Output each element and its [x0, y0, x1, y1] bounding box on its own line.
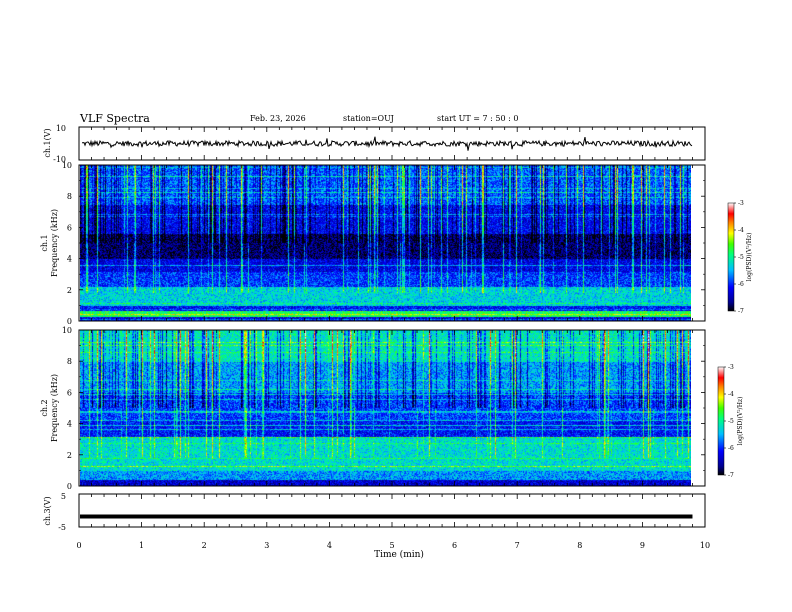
ch2-spec-channel-label: ch.2: [40, 399, 49, 416]
x-tick-label: 9: [640, 541, 645, 550]
x-tick-label: 4: [327, 541, 332, 550]
x-tick-label: 10: [700, 541, 710, 550]
spectrogram-raster: [80, 330, 691, 486]
x-tick-label: 0: [76, 541, 81, 550]
y-tick-label: 2: [67, 451, 72, 460]
colorbar-tick-label: -4: [738, 227, 744, 234]
colorbar-tick-label: -6: [728, 445, 734, 452]
x-tick-label: 5: [389, 541, 394, 550]
ch2-spectrogram-image: [80, 330, 691, 486]
ch2-spec-yticks: 0 2 4 6 8 10: [62, 326, 705, 491]
ch1-waveform-line: [81, 136, 693, 151]
ch1-spec-channel-label: ch.1: [40, 234, 49, 251]
y-tick-label: 0: [67, 317, 72, 326]
ch2-spec-ticks: [78, 330, 706, 486]
x-axis-label: Time (min): [374, 549, 424, 560]
ch1-spec-ylabel: Frequency (kHz): [50, 209, 59, 277]
y-tick-label: 10: [62, 161, 72, 170]
x-tick-label: 6: [452, 541, 457, 550]
ch1-waveform-ticks: [78, 127, 706, 160]
ch2-colorbar-ticks: -3 -4 -5 -6 -7: [724, 364, 734, 479]
plot-title: VLF Spectra: [80, 112, 150, 125]
ch3-waveform-ticks: [78, 494, 706, 527]
y-tick-label: 8: [67, 357, 72, 366]
ch1-spec-yticks: 0 2 4 6 8 10: [62, 161, 705, 326]
x-axis-ticklabels: 0 1 2 3 4 5 6 7 8 9 10: [76, 541, 710, 550]
spectrogram-raster: [80, 165, 691, 321]
y-tick-label: 2: [67, 286, 72, 295]
ch1-spec-ticks: [78, 165, 706, 321]
ch1-colorbar-ticks: -3 -4 -5 -6 -7: [734, 200, 744, 315]
x-tick-label: 8: [577, 541, 582, 550]
x-tick-label: 2: [202, 541, 207, 550]
y-tick-label: 8: [67, 192, 72, 201]
ch1-waveform-ylabel: ch.1(V): [43, 128, 52, 157]
ch1-colorbar-gradient: [727, 202, 735, 312]
ch2-colorbar: -3 -4 -5 -6 -7 log(PSD)(V²/Hz): [717, 364, 744, 479]
ch3-waveform-ylabel: ch.3(V): [43, 496, 52, 525]
ch2-colorbar-gradient: [717, 366, 725, 476]
y-tick-label: 0: [67, 482, 72, 491]
x-tick-label: 7: [515, 541, 520, 550]
start-ut-label: start UT = 7 : 50 : 0: [437, 114, 519, 123]
y-tick-label: 4: [67, 255, 72, 264]
colorbar-tick-label: -3: [738, 200, 744, 207]
station-label: station=OUJ: [343, 114, 394, 123]
colorbar-tick-label: -5: [738, 254, 744, 261]
colorbar-tick-label: -4: [728, 391, 734, 398]
ch3-waveform-panel: 5 -5 ch.3(V): [43, 492, 706, 532]
y-tick-label: 4: [67, 420, 72, 429]
ch1-spectrogram-image: [80, 165, 691, 321]
colorbar-tick-label: -7: [728, 472, 734, 479]
ch1-spectrogram-panel: 0 2 4 6 8 10 ch.1 Frequency (kHz): [40, 161, 706, 326]
ch3-waveform-frame: [78, 493, 706, 528]
ch2-spectrogram-panel: 0 2 4 6 8 10 ch.2 Frequency (kHz): [40, 326, 706, 491]
ch1-colorbar: -3 -4 -5 -6 -7 log(PSD)(V²/Hz): [727, 200, 753, 315]
ch1-ytick-bottom: -10: [53, 155, 66, 164]
y-tick-label: 6: [67, 388, 72, 397]
ch1-colorbar-label: log(PSD)(V²/Hz): [746, 233, 753, 282]
x-tick-label: 1: [139, 541, 144, 550]
y-tick-label: 10: [62, 326, 72, 335]
ch3-ytick-top: 5: [61, 492, 66, 501]
x-tick-label: 3: [264, 541, 269, 550]
ch1-ytick-top: 10: [56, 124, 66, 133]
colorbar-tick-label: -5: [728, 418, 734, 425]
ch1-waveform-panel: 10 -10 ch.1(V): [43, 124, 706, 164]
colorbar-tick-label: -3: [728, 364, 734, 371]
y-tick-label: 6: [67, 223, 72, 232]
ch2-spec-ylabel: Frequency (kHz): [50, 374, 59, 442]
colorbar-tick-label: -7: [738, 308, 744, 315]
colorbar-tick-label: -6: [738, 281, 744, 288]
date-label: Feb. 23, 2026: [250, 114, 306, 123]
ch3-ytick-bottom: -5: [58, 523, 66, 532]
ch2-colorbar-label: log(PSD)(V²/Hz): [737, 397, 744, 446]
